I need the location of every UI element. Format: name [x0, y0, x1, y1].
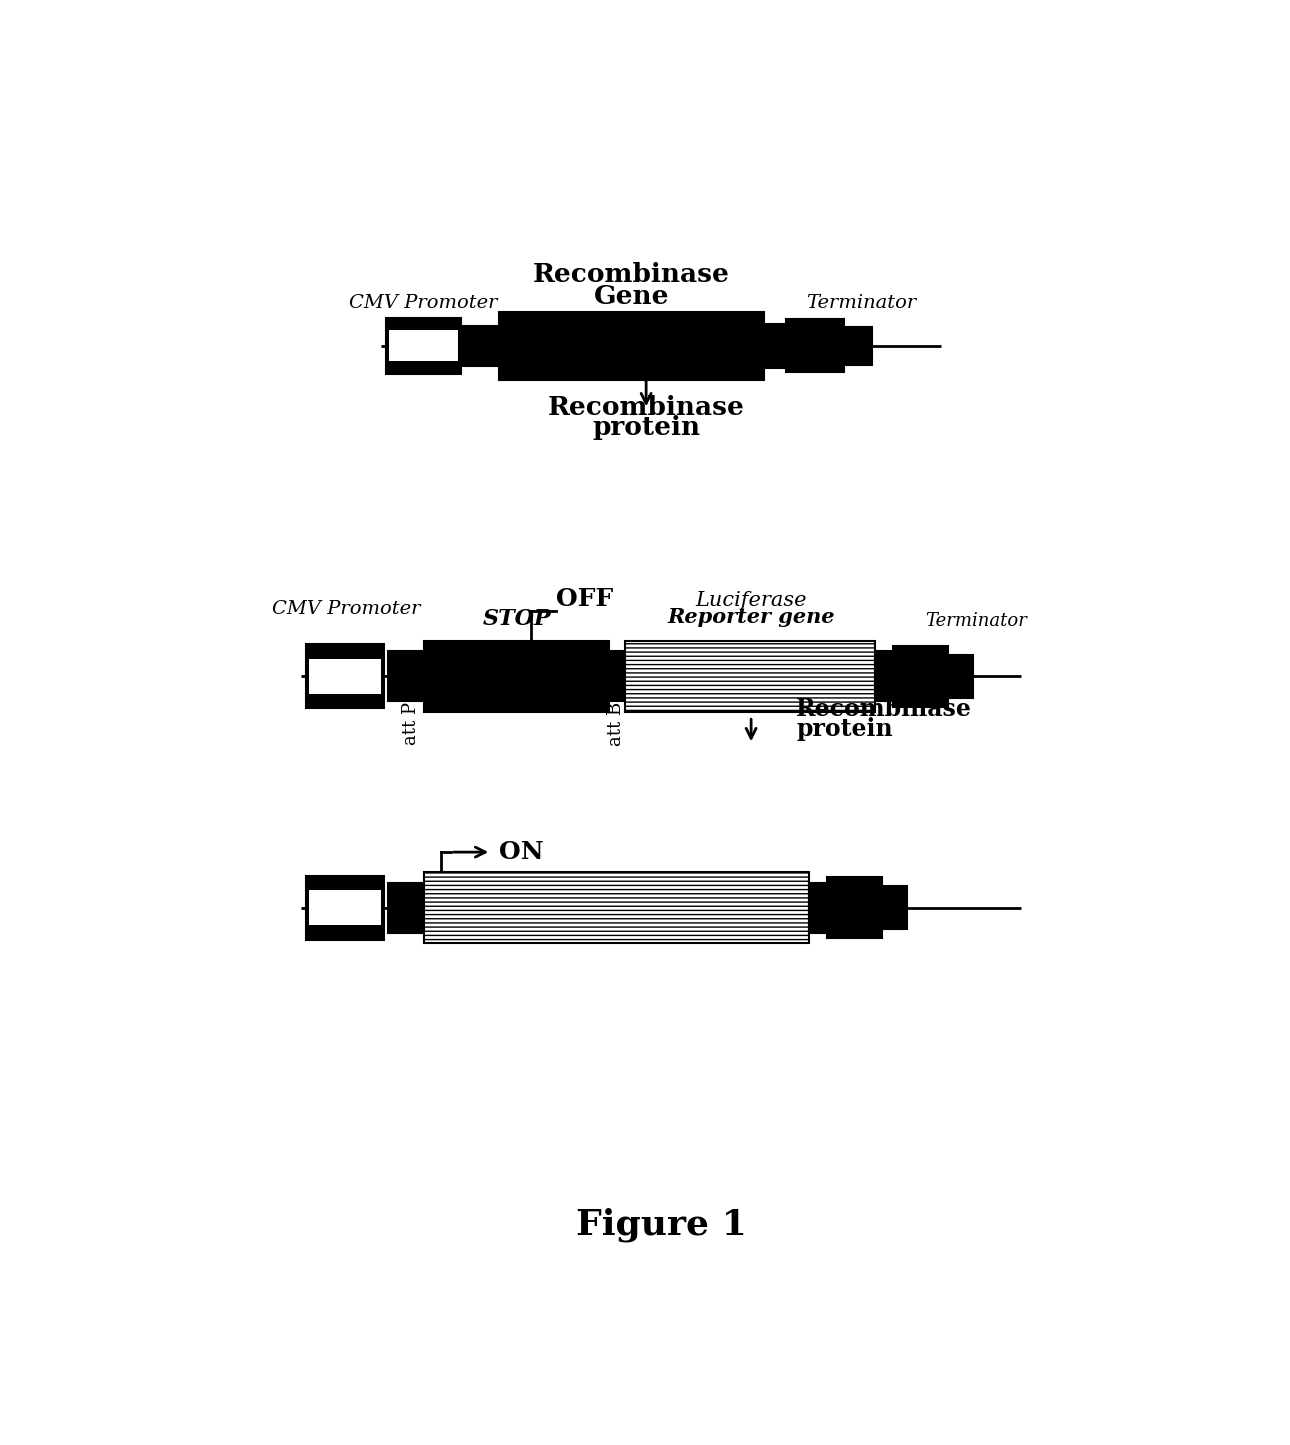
Bar: [948, 655, 973, 698]
Bar: [786, 319, 844, 373]
Bar: [463, 325, 501, 366]
Bar: [499, 312, 764, 380]
Text: Recombinase: Recombinase: [548, 396, 744, 420]
Text: protein: protein: [796, 717, 893, 741]
Bar: [388, 883, 426, 932]
Text: STOP: STOP: [482, 607, 552, 630]
Text: Figure 1: Figure 1: [575, 1208, 747, 1243]
Text: ON: ON: [499, 840, 544, 864]
Text: CMV Promoter: CMV Promoter: [348, 295, 498, 312]
Text: Terminator: Terminator: [806, 295, 916, 312]
Bar: [310, 890, 381, 925]
Bar: [827, 877, 882, 938]
Text: Recombinase: Recombinase: [796, 696, 971, 721]
Bar: [609, 652, 627, 701]
Bar: [626, 640, 875, 712]
Bar: [893, 646, 948, 707]
Bar: [388, 652, 426, 701]
Bar: [386, 318, 462, 374]
Bar: [310, 659, 381, 694]
Text: Terminator: Terminator: [925, 611, 1027, 630]
Text: Gene: Gene: [593, 285, 670, 309]
Bar: [882, 886, 907, 929]
Bar: [844, 327, 872, 364]
Bar: [875, 652, 893, 701]
Text: CMV Promoter: CMV Promoter: [272, 601, 421, 618]
Bar: [764, 324, 786, 367]
Text: OFF: OFF: [556, 587, 614, 611]
Bar: [390, 331, 458, 361]
Text: Recombinase: Recombinase: [533, 262, 730, 288]
Bar: [306, 876, 384, 939]
Text: Luciferase: Luciferase: [695, 591, 806, 610]
Text: protein: protein: [592, 415, 700, 441]
Text: att B: att B: [608, 702, 626, 746]
Bar: [809, 883, 827, 932]
Bar: [424, 640, 609, 712]
Bar: [424, 873, 809, 944]
Bar: [306, 644, 384, 708]
Text: Reporter gene: Reporter gene: [667, 607, 835, 627]
Text: att P: att P: [402, 702, 421, 746]
